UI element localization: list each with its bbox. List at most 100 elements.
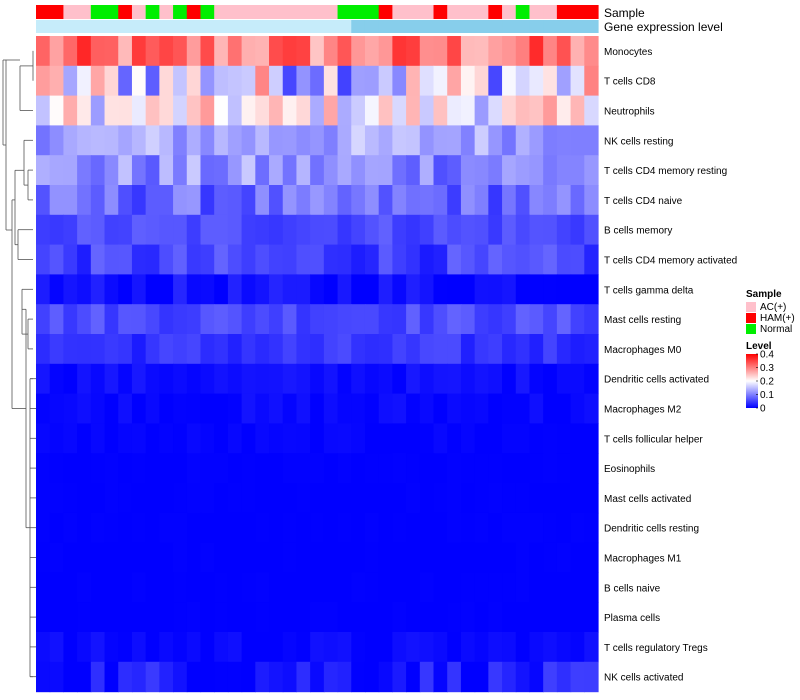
heatmap-cell — [131, 274, 147, 305]
heatmap-cell — [131, 453, 147, 484]
heatmap-cell — [460, 244, 476, 275]
heatmap-cell — [515, 512, 531, 544]
heatmap-cell — [173, 36, 188, 67]
heatmap-cell — [104, 483, 119, 514]
sample-annotation-cell — [447, 5, 462, 19]
heatmap-cell — [433, 483, 448, 514]
expression-annotation-cell — [90, 20, 106, 33]
heatmap-cell — [529, 36, 544, 67]
sample-annotation-cell — [214, 5, 229, 19]
heatmap-cell — [118, 185, 133, 216]
heatmap-cell — [584, 155, 599, 186]
heatmap-cell — [200, 423, 215, 454]
heatmap-cell — [447, 244, 462, 275]
heatmap-cell — [419, 244, 435, 275]
heatmap-cell — [474, 572, 489, 603]
heatmap-cell — [378, 602, 393, 633]
heatmap-cell — [584, 125, 599, 156]
row-label: Dendritic cells activated — [604, 375, 709, 386]
heatmap-cell — [241, 334, 256, 365]
heatmap-cell — [200, 453, 215, 484]
heatmap-cell — [392, 65, 407, 97]
heatmap-cell — [543, 125, 558, 156]
heatmap-cell — [460, 483, 476, 514]
heatmap-cell — [433, 214, 448, 246]
heatmap-cell — [515, 304, 531, 335]
heatmap-cell — [186, 274, 202, 305]
heatmap-cell — [90, 483, 106, 514]
legend-level-ticks: 0.4 0.3 0.2 0.1 0 — [756, 350, 774, 415]
heatmap-cell — [214, 304, 229, 335]
expression-annotation-cell — [173, 20, 188, 33]
heatmap-cell — [90, 125, 106, 156]
expression-annotation-cell — [488, 20, 503, 33]
sample-annotation-cell — [529, 5, 544, 19]
heatmap-cell — [584, 393, 599, 424]
expression-annotation-cell — [104, 20, 119, 33]
heatmap-cell — [529, 125, 544, 156]
heatmap-cell — [186, 214, 202, 246]
heatmap-cell — [269, 36, 284, 67]
heatmap-cell — [460, 185, 476, 216]
heatmap-cell — [433, 244, 448, 275]
heatmap-cell — [310, 185, 325, 216]
heatmap-cell — [255, 125, 270, 156]
heatmap-cell — [543, 214, 558, 246]
heatmap-cell — [200, 214, 215, 246]
heatmap-cell — [447, 632, 462, 663]
heatmap-cell — [214, 125, 229, 156]
heatmap-cell — [502, 542, 517, 573]
heatmap-cell — [36, 661, 51, 693]
heatmap-cell — [364, 95, 380, 126]
sample-annotation-cell — [49, 5, 65, 19]
heatmap-cell — [515, 661, 531, 693]
heatmap-cell — [241, 95, 256, 126]
heatmap-cell — [543, 36, 558, 67]
heatmap-cell — [543, 244, 558, 275]
heatmap-cell — [337, 185, 352, 216]
heatmap-cell — [63, 363, 78, 395]
heatmap-cell — [488, 572, 503, 603]
heatmap-cell — [419, 632, 435, 663]
heatmap-cell — [200, 602, 215, 633]
heatmap-cell — [186, 602, 202, 633]
expression-annotation-cell — [515, 20, 531, 33]
heatmap-cell — [49, 214, 65, 246]
heatmap-cell — [406, 214, 421, 246]
expression-annotation-cell — [118, 20, 133, 33]
heatmap-cell — [488, 185, 503, 216]
sample-annotation-cell — [351, 5, 366, 19]
heatmap-cell — [173, 363, 188, 395]
heatmap-cell — [310, 36, 325, 67]
heatmap-cell — [255, 274, 270, 305]
expression-annotation-cell — [447, 20, 462, 33]
heatmap-cell — [392, 155, 407, 186]
heatmap-cell — [104, 244, 119, 275]
heatmap-cell — [502, 512, 517, 544]
expression-annotation-cell — [200, 20, 215, 33]
sample-annotation-cell — [433, 5, 448, 19]
heatmap-cell — [255, 423, 270, 454]
heatmap-cell — [145, 95, 160, 126]
heatmap-cell — [49, 95, 65, 126]
heatmap-cell — [310, 423, 325, 454]
heatmap-cell — [433, 304, 448, 335]
heatmap-cell — [447, 512, 462, 544]
heatmap-cell — [556, 334, 572, 365]
heatmap-cell — [337, 274, 352, 305]
heatmap-cell — [90, 155, 106, 186]
heatmap-cell — [447, 125, 462, 156]
heatmap-cell — [241, 363, 256, 395]
heatmap-cell — [241, 393, 256, 424]
heatmap-cell — [570, 393, 585, 424]
heatmap-cell — [186, 512, 202, 544]
heatmap-cell — [173, 95, 188, 126]
heatmap-cell — [227, 512, 243, 544]
heatmap-cell — [63, 334, 78, 365]
sample-annotation-bar — [36, 5, 599, 19]
sample-annotation-cell — [584, 5, 599, 19]
heatmap-cell — [337, 453, 352, 484]
heatmap-cell — [529, 214, 544, 246]
heatmap-cell — [118, 572, 133, 603]
heatmap-cell — [255, 155, 270, 186]
